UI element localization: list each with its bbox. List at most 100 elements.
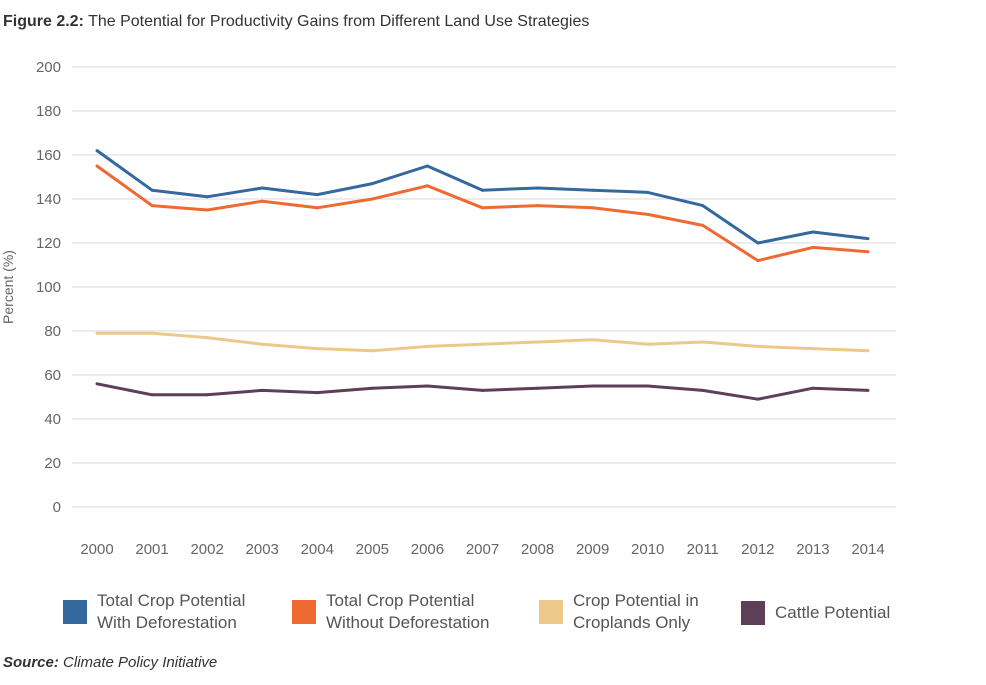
data-point xyxy=(756,241,760,245)
data-point xyxy=(95,382,99,386)
data-point xyxy=(425,164,429,168)
figure-title: Figure 2.2: The Potential for Productivi… xyxy=(3,13,589,31)
y-tick-label: 20 xyxy=(44,455,61,472)
data-point xyxy=(315,391,319,395)
data-point xyxy=(646,384,650,388)
series-line-3 xyxy=(97,331,869,353)
data-point xyxy=(95,164,99,168)
series-lines xyxy=(95,149,870,401)
data-point xyxy=(481,388,484,392)
data-point xyxy=(811,245,815,249)
x-tick-labels: 2000 2001 2002 2003 2004 2005 2006 2007 2008 2009… xyxy=(80,541,884,558)
data-point xyxy=(150,393,154,397)
data-point xyxy=(756,397,760,401)
data-point xyxy=(150,188,154,192)
data-point xyxy=(646,342,650,346)
x-tick-label: 2012 xyxy=(741,541,774,558)
data-point xyxy=(646,212,650,216)
data-point xyxy=(591,188,595,192)
series-line-2 xyxy=(96,164,869,263)
x-tick-label: 2005 xyxy=(356,541,389,558)
y-tick-label: 40 xyxy=(44,411,61,428)
y-tick-label: 60 xyxy=(44,367,61,384)
data-point xyxy=(425,344,429,348)
data-point xyxy=(370,349,374,353)
data-point xyxy=(95,149,99,153)
data-point xyxy=(205,336,209,340)
data-point xyxy=(591,338,595,342)
data-point xyxy=(260,199,264,203)
data-point xyxy=(150,331,154,335)
data-point xyxy=(866,388,870,392)
x-tick-label: 2006 xyxy=(411,541,444,558)
data-point xyxy=(536,340,540,344)
x-tick-label: 2014 xyxy=(851,541,884,558)
x-tick-label: 2000 xyxy=(80,541,113,558)
gridlines xyxy=(72,66,896,508)
data-point xyxy=(205,393,209,397)
x-tick-label: 2013 xyxy=(796,541,829,558)
data-point xyxy=(425,184,429,188)
data-point xyxy=(811,347,815,351)
x-tick-label: 2007 xyxy=(466,541,499,558)
data-point xyxy=(536,386,540,390)
y-tick-label: 180 xyxy=(36,103,61,120)
data-point xyxy=(811,230,815,234)
x-tick-label: 2008 xyxy=(521,541,554,558)
data-point xyxy=(701,204,705,208)
data-point xyxy=(205,195,209,199)
data-point xyxy=(591,206,595,210)
figure-number: Figure 2.2: xyxy=(3,13,84,30)
y-tick-label: 120 xyxy=(36,235,61,252)
data-point xyxy=(866,250,870,254)
y-tick-labels: 0 20 40 60 80 100 120 140 160 180 200 xyxy=(36,59,61,516)
data-point xyxy=(150,204,154,208)
x-tick-label: 2011 xyxy=(687,541,719,558)
data-point xyxy=(701,388,705,392)
data-point xyxy=(811,386,815,390)
x-tick-label: 2009 xyxy=(576,541,609,558)
source-text: Climate Policy Initiative xyxy=(63,654,218,671)
data-point xyxy=(315,347,319,351)
data-point xyxy=(260,388,264,392)
y-tick-label: 80 xyxy=(44,323,61,340)
data-point xyxy=(205,208,209,212)
x-tick-label: 2001 xyxy=(135,541,168,558)
data-point xyxy=(536,204,540,208)
data-point xyxy=(370,386,374,390)
y-tick-label: 160 xyxy=(36,147,61,164)
series-line-1 xyxy=(96,149,869,245)
x-tick-label: 2010 xyxy=(631,541,664,558)
data-point xyxy=(315,206,319,210)
data-point xyxy=(481,206,484,210)
y-tick-label: 100 xyxy=(36,279,61,296)
data-point xyxy=(756,259,760,263)
source-label: Source: xyxy=(3,654,59,671)
data-point xyxy=(370,182,374,186)
data-point xyxy=(315,193,319,197)
data-point xyxy=(536,186,540,190)
y-tick-label: 200 xyxy=(36,59,61,76)
data-point xyxy=(756,344,760,348)
y-tick-label: 140 xyxy=(36,191,61,208)
x-tick-label: 2004 xyxy=(301,541,334,558)
data-point xyxy=(866,237,870,241)
data-point xyxy=(425,384,429,388)
data-point xyxy=(646,190,650,194)
data-point xyxy=(370,197,374,201)
source-note: Source: Climate Policy Initiative xyxy=(3,654,217,671)
data-point xyxy=(866,349,870,353)
y-axis-title: Percent (%) xyxy=(0,250,16,324)
data-point xyxy=(481,188,484,192)
data-point xyxy=(260,342,264,346)
x-tick-label: 2002 xyxy=(190,541,223,558)
y-tick-label: 0 xyxy=(53,499,61,516)
data-point xyxy=(95,331,99,335)
data-point xyxy=(260,186,264,190)
data-point xyxy=(701,223,705,227)
figure-title-text: The Potential for Productivity Gains fro… xyxy=(88,13,590,30)
x-tick-label: 2003 xyxy=(246,541,279,558)
data-point xyxy=(591,384,595,388)
data-point xyxy=(701,340,705,344)
